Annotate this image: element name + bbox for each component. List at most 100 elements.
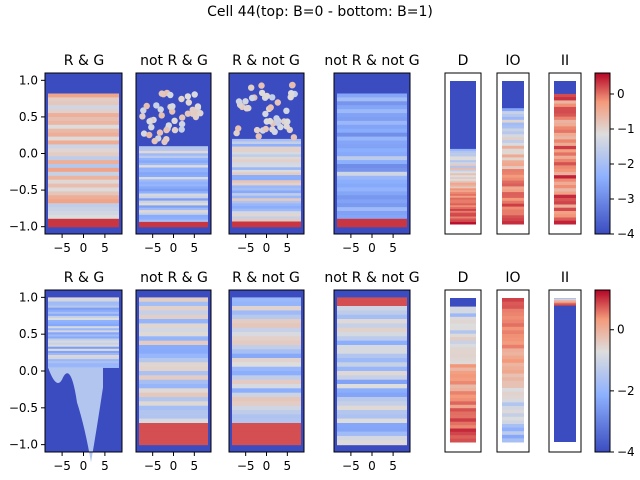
heat-cell [337,167,407,173]
heat-cell [139,336,208,342]
heat-cell [139,414,208,420]
bar-stripe [502,362,524,367]
heat-cell [139,188,208,192]
heat-cell [48,328,119,331]
heat-cell [48,317,119,321]
bar-stripe [502,177,524,182]
heat-cell [232,319,301,324]
heat-cell [139,184,208,188]
x-tick-label: 5 [389,459,397,473]
bar-stripe [554,185,576,189]
bar-stripe [502,359,524,364]
scatter-point [158,90,165,97]
heat-cell [232,418,301,424]
x-tick-label: 5 [191,241,199,255]
heat-cell [139,332,208,337]
heat-cell [139,174,208,178]
bar-stripe [502,413,524,418]
y-tick-label: −0.5 [9,183,38,197]
bar-stripe [502,166,524,170]
bar-stripe [450,179,476,182]
bar-stripe [502,134,524,138]
heat-cell [232,358,301,363]
heat-cell [232,392,301,398]
heatmap-panel-2 [136,73,211,234]
bar-stripe [502,416,524,421]
bar-stripe [450,222,476,225]
bar-stripe [502,116,524,121]
x-tick-label: −5 [237,241,255,255]
heatmap-panel-1 [45,290,122,463]
heat-cell [48,361,119,364]
scatter-point [284,118,291,125]
x-tick-label: 0 [263,241,271,255]
scatter-point [253,126,261,134]
heat-cell [337,175,407,181]
heat-cell [337,136,407,142]
heat-cell [337,124,407,130]
heat-cell [48,140,119,145]
bar-stripe [502,431,524,436]
heat-cell [48,315,119,319]
bar-stripe [450,216,476,219]
heat-cell [337,440,407,446]
heat-cell [232,379,301,385]
heat-cell [232,314,301,320]
bar-stripe [554,211,576,215]
heat-cell [337,314,407,320]
bar-stripe [502,119,524,124]
bar-stripe [450,156,476,159]
heat-cell [139,401,208,407]
x-tick-label: −5 [237,459,255,473]
heat-cell [139,327,208,333]
bar-stripe [450,316,476,321]
heat-cell [337,164,407,169]
bar-stripe [450,350,476,355]
heat-cell [337,319,407,324]
scatter-point [156,129,164,136]
bar-stripe [502,427,524,432]
bar-stripe [502,406,524,411]
bar-stripe [502,189,524,193]
bar-stripe [450,152,476,156]
heat-cell [232,151,301,155]
scatter-point [146,131,153,139]
scatter-point [273,115,280,122]
bar-stripe [450,391,476,396]
heat-cell [48,179,119,185]
heat-cell [337,207,407,212]
heat-cell [337,148,407,153]
bar-stripe [450,357,476,362]
bar-stripe [450,418,476,423]
bar-stripe [502,137,524,141]
heat-cell [139,423,208,428]
heat-cell [139,297,208,303]
bar-stripe [502,125,524,129]
bar-stripe [554,162,576,166]
heat-cell [337,306,407,311]
bar-stripe [450,337,476,341]
heat-cell [139,146,208,150]
bar-stripe [450,165,476,169]
heat-cell [139,349,208,355]
x-tick-label: −5 [144,241,162,255]
bar-stripe [450,310,476,314]
heat-cell [232,353,301,359]
y-tick-label: −0.5 [9,401,38,415]
bar-stripe [502,308,524,313]
bar-stripe [502,151,524,155]
panel-title: not R & not G [324,270,419,286]
bar-stripe [450,374,476,379]
bar-stripe [502,341,524,346]
heat-cell [337,375,407,381]
bar-stripe [502,388,524,393]
heat-cell [337,358,407,363]
heat-cell [48,144,119,149]
heat-cell [48,160,119,165]
colorbar-tick-label: 0 [617,87,625,101]
heat-cell [48,109,119,114]
heat-cell [48,191,119,196]
bar-frame [496,72,530,235]
heat-cell [232,213,301,217]
x-tick-label: 5 [389,241,397,255]
